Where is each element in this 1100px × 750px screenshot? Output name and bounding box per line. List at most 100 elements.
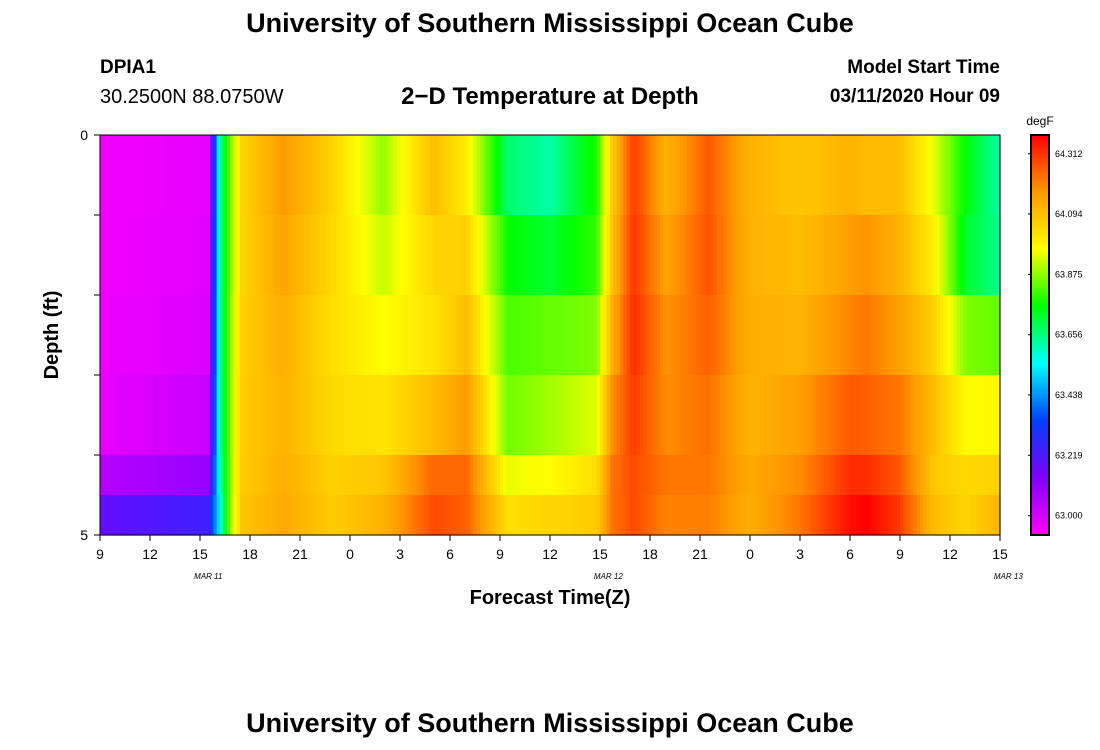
heatmap-cell xyxy=(116,495,121,536)
heatmap-cell xyxy=(796,135,801,216)
heatmap-cell xyxy=(753,455,758,496)
heatmap-cell xyxy=(580,495,584,536)
heatmap-cell xyxy=(430,295,434,376)
heatmap-cell xyxy=(343,295,348,376)
heatmap-cell xyxy=(673,495,678,536)
heatmap-cell xyxy=(523,215,528,296)
date-label: MAR 13 xyxy=(994,572,1023,581)
heatmap-cell xyxy=(366,455,371,496)
heatmap-cell xyxy=(253,455,258,496)
heatmap-cell xyxy=(193,455,198,496)
heatmap-cell xyxy=(496,375,501,456)
heatmap-cell xyxy=(180,135,184,216)
heatmap-cell xyxy=(393,495,398,536)
heatmap-cell xyxy=(846,135,851,216)
heatmap-cell xyxy=(566,295,571,376)
heatmap-cell xyxy=(603,375,608,456)
heatmap-cell xyxy=(460,135,464,216)
heatmap-cell xyxy=(730,375,734,456)
heatmap-cell xyxy=(796,215,801,296)
heatmap-cell xyxy=(266,295,271,376)
heatmap-cell xyxy=(160,135,164,216)
heatmap-cell xyxy=(163,455,168,496)
heatmap-cell xyxy=(276,295,281,376)
heatmap-cell xyxy=(806,215,811,296)
heatmap-cell xyxy=(100,215,104,296)
heatmap-cell xyxy=(266,495,271,536)
heatmap-cell xyxy=(500,135,504,216)
heatmap-cell xyxy=(973,495,978,536)
heatmap-cell xyxy=(170,375,174,456)
heatmap-cell xyxy=(753,495,758,536)
heatmap-cell xyxy=(553,295,558,376)
heatmap-cell xyxy=(863,135,868,216)
heatmap-cell xyxy=(850,495,854,536)
heatmap-cell xyxy=(366,295,371,376)
heatmap-cell xyxy=(166,455,171,496)
heatmap-cell xyxy=(780,215,784,296)
heatmap-cell xyxy=(790,495,794,536)
heatmap-cell xyxy=(326,375,331,456)
heatmap-cell xyxy=(850,375,854,456)
heatmap-cell xyxy=(306,215,311,296)
heatmap-cell xyxy=(553,455,558,496)
heatmap-cell xyxy=(880,495,884,536)
heatmap-cell xyxy=(603,455,608,496)
heatmap-cell xyxy=(276,135,281,216)
heatmap-cell xyxy=(350,455,354,496)
heatmap-cell xyxy=(536,495,541,536)
colorbar-tick-label: 63.656 xyxy=(1055,330,1083,340)
heatmap-cell xyxy=(256,135,261,216)
x-axis-label: Forecast Time(Z) xyxy=(470,587,631,609)
heatmap-cell xyxy=(786,455,791,496)
heatmap-cell xyxy=(140,295,144,376)
heatmap-cell xyxy=(123,295,128,376)
heatmap-cell xyxy=(783,375,788,456)
heatmap-cell xyxy=(203,215,208,296)
heatmap-cell xyxy=(413,495,418,536)
heatmap-cell xyxy=(943,295,948,376)
heatmap-cell xyxy=(933,215,938,296)
heatmap-cell xyxy=(410,135,414,216)
heatmap-cell xyxy=(516,455,521,496)
heatmap-cell xyxy=(343,455,348,496)
heatmap-cell xyxy=(656,455,661,496)
heatmap-cell xyxy=(626,455,631,496)
heatmap-cell xyxy=(420,375,424,456)
heatmap-cell xyxy=(696,135,701,216)
heatmap-cell xyxy=(753,215,758,296)
heatmap-cell xyxy=(713,135,718,216)
heatmap-cell xyxy=(140,215,144,296)
heatmap-cell xyxy=(763,215,768,296)
heatmap-cell xyxy=(463,295,468,376)
heatmap-cell xyxy=(676,495,681,536)
heatmap-cell xyxy=(856,375,861,456)
heatmap-cell xyxy=(643,295,648,376)
heatmap-cell xyxy=(813,495,818,536)
heatmap-cell xyxy=(530,495,534,536)
heatmap-cell xyxy=(340,495,344,536)
heatmap-cell xyxy=(390,495,394,536)
heatmap-cell xyxy=(103,455,108,496)
heatmap-cell xyxy=(660,375,664,456)
heatmap-cell xyxy=(596,215,601,296)
heatmap-cell xyxy=(513,455,518,496)
heatmap-cell xyxy=(476,495,481,536)
heatmap-cell xyxy=(746,495,751,536)
heatmap-cell xyxy=(170,295,174,376)
heatmap-cell xyxy=(280,495,284,536)
heatmap-cell xyxy=(723,215,728,296)
heatmap-cell xyxy=(590,135,594,216)
heatmap-cell xyxy=(420,495,424,536)
heatmap-cell xyxy=(716,495,721,536)
colorbar-tick-label: 63.438 xyxy=(1055,390,1083,400)
heatmap-cell xyxy=(693,375,698,456)
heatmap-cell xyxy=(470,215,474,296)
heatmap-cell xyxy=(200,455,204,496)
heatmap-cell xyxy=(856,295,861,376)
heatmap-cell xyxy=(656,215,661,296)
heatmap-cell xyxy=(593,295,598,376)
heatmap-cell xyxy=(586,495,591,536)
heatmap-cell xyxy=(193,375,198,456)
heatmap-cell xyxy=(783,135,788,216)
